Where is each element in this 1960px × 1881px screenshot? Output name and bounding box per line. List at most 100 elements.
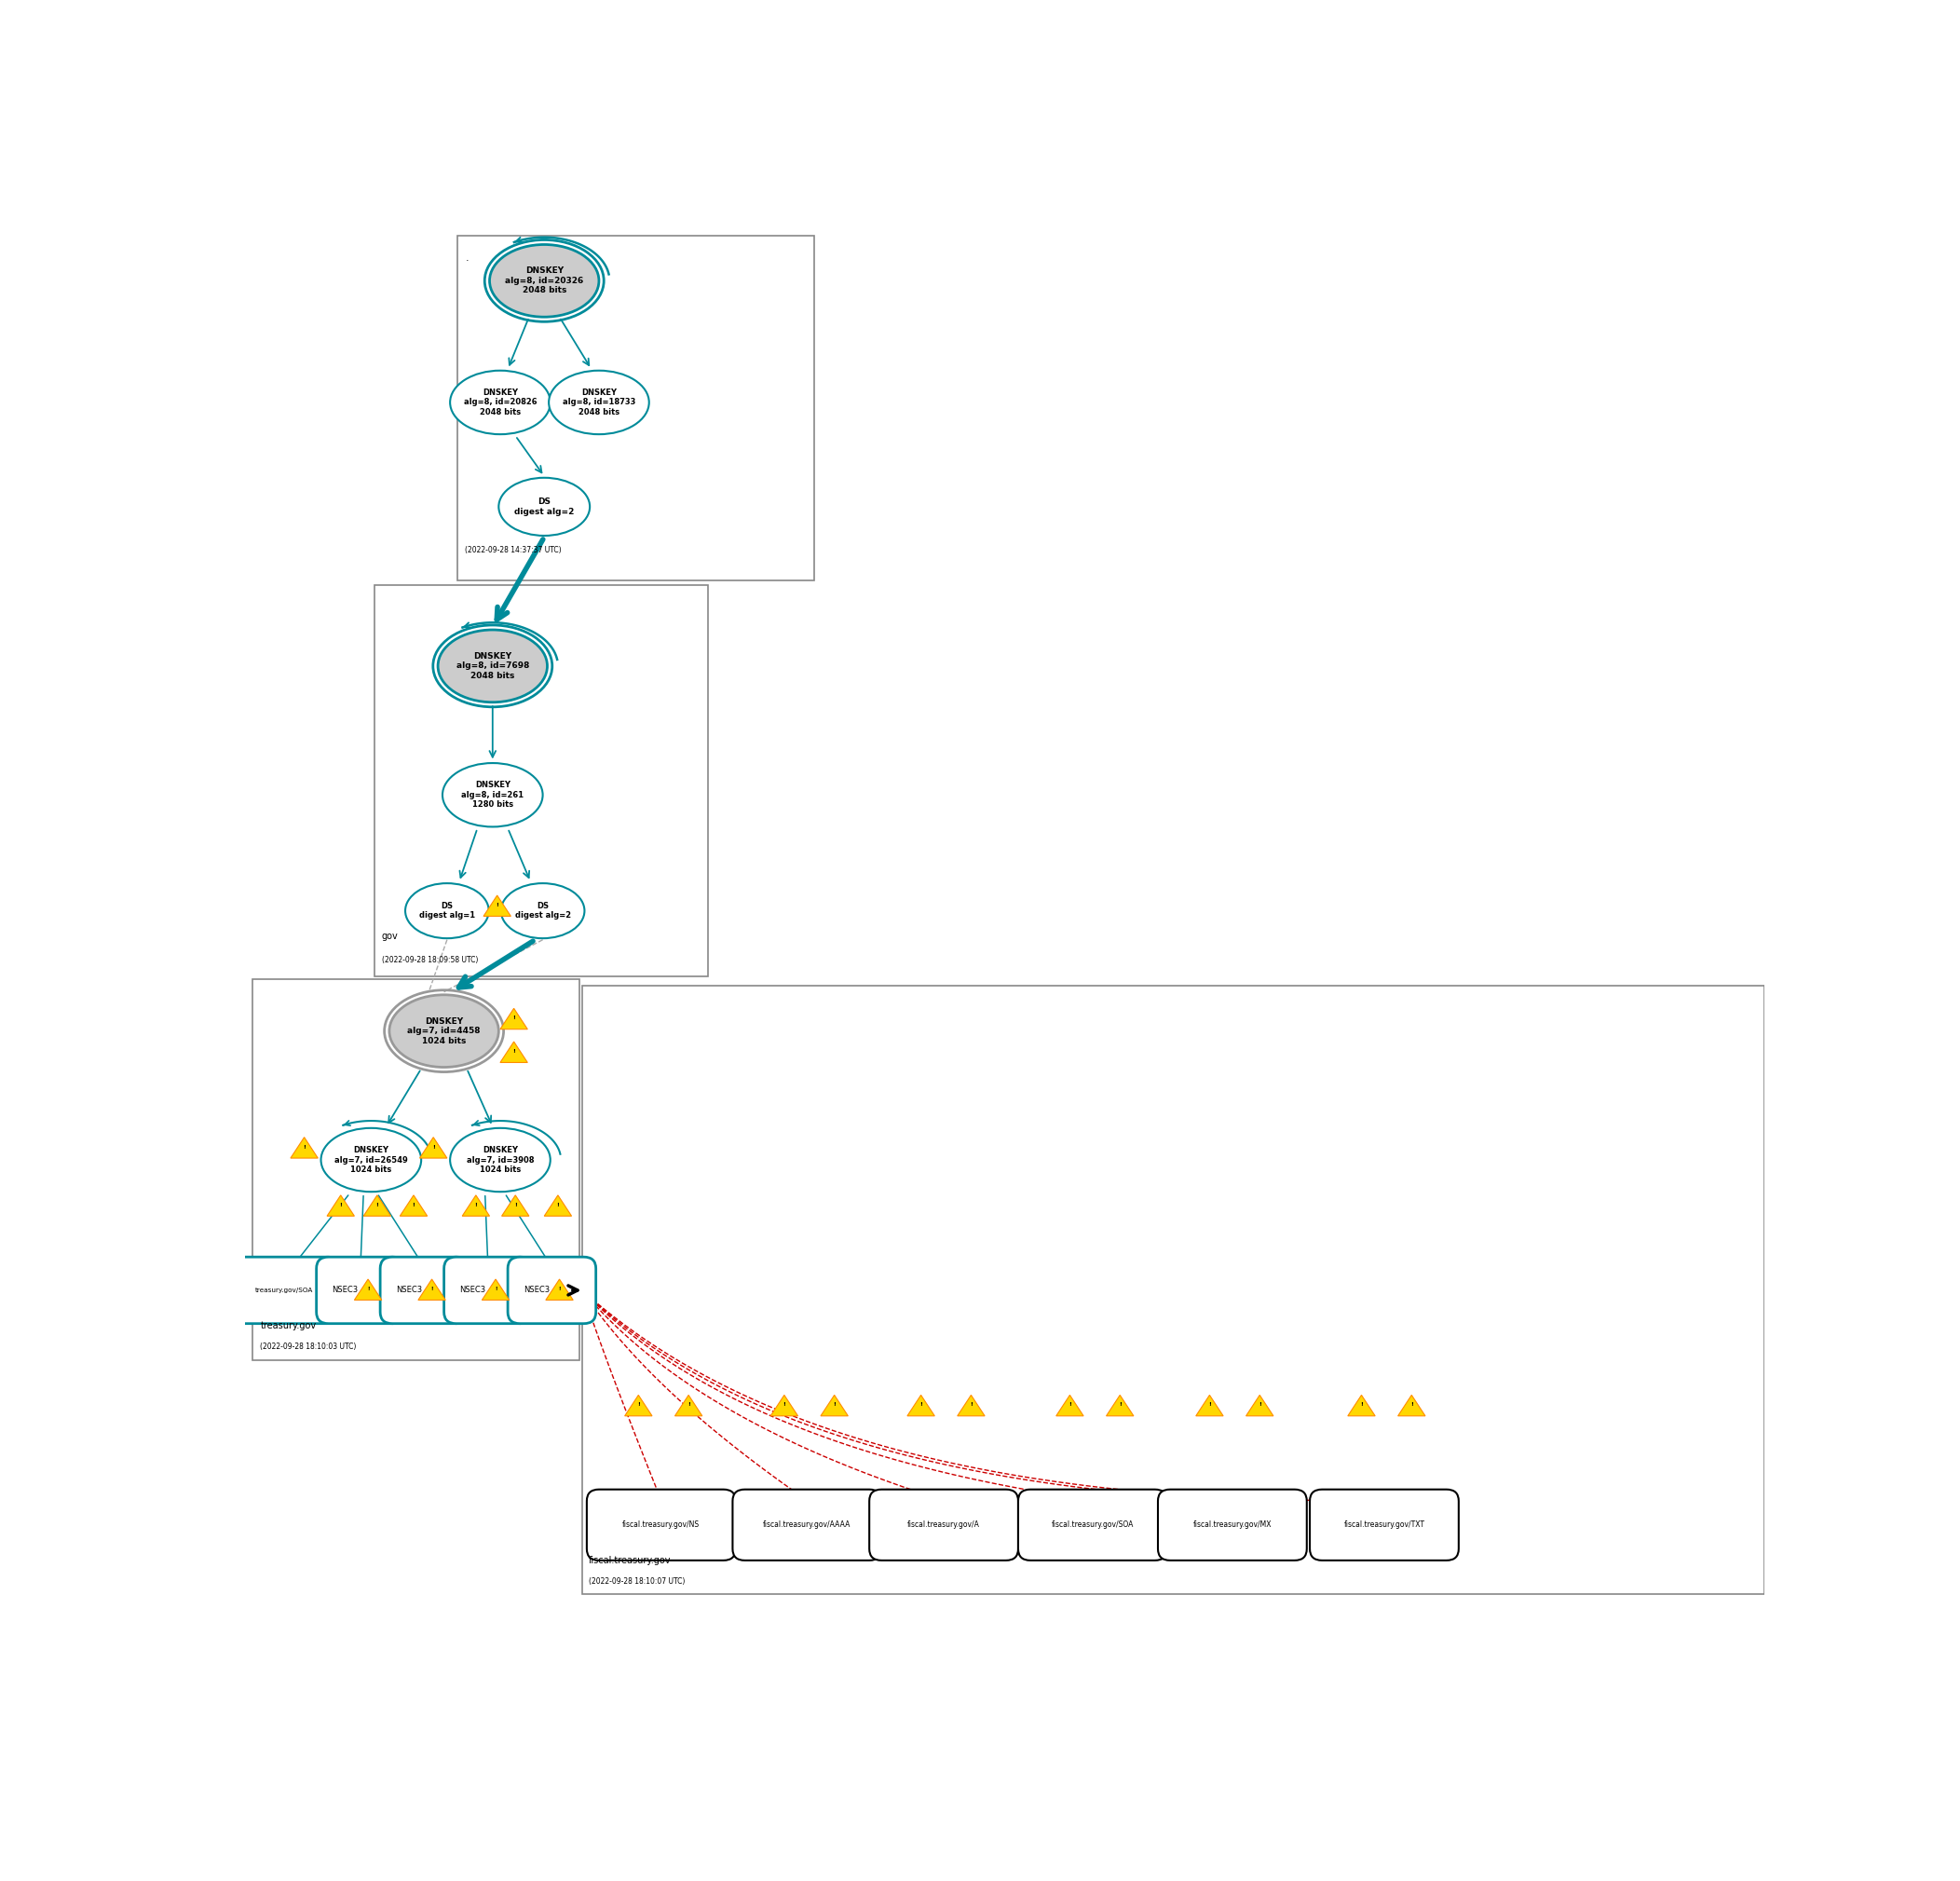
FancyBboxPatch shape bbox=[733, 1490, 882, 1561]
Text: !: ! bbox=[970, 1403, 972, 1407]
FancyBboxPatch shape bbox=[1309, 1490, 1458, 1561]
FancyBboxPatch shape bbox=[1017, 1490, 1166, 1561]
Polygon shape bbox=[770, 1396, 798, 1416]
Text: !: ! bbox=[474, 1202, 476, 1208]
Text: !: ! bbox=[431, 1144, 435, 1149]
Polygon shape bbox=[484, 895, 512, 916]
Text: DS
digest alg=1: DS digest alg=1 bbox=[419, 901, 474, 920]
Text: !: ! bbox=[494, 1287, 496, 1290]
Text: fiscal.treasury.gov/A: fiscal.treasury.gov/A bbox=[907, 1520, 980, 1529]
Polygon shape bbox=[545, 1279, 572, 1300]
Text: fiscal.treasury.gov: fiscal.treasury.gov bbox=[588, 1556, 670, 1565]
Text: !: ! bbox=[1207, 1403, 1211, 1407]
Polygon shape bbox=[956, 1396, 984, 1416]
Ellipse shape bbox=[451, 371, 551, 435]
Text: DNSKEY
alg=8, id=20826
2048 bits: DNSKEY alg=8, id=20826 2048 bits bbox=[465, 389, 537, 416]
Polygon shape bbox=[463, 1194, 490, 1215]
Text: !: ! bbox=[1258, 1403, 1260, 1407]
Text: treasury.gov: treasury.gov bbox=[261, 1322, 316, 1332]
Text: NSEC3: NSEC3 bbox=[396, 1287, 421, 1294]
Ellipse shape bbox=[437, 630, 547, 702]
Polygon shape bbox=[355, 1279, 382, 1300]
Ellipse shape bbox=[321, 1129, 421, 1193]
Ellipse shape bbox=[443, 764, 543, 828]
Text: DS
digest alg=2: DS digest alg=2 bbox=[515, 901, 570, 920]
Polygon shape bbox=[482, 1279, 510, 1300]
FancyBboxPatch shape bbox=[586, 1490, 735, 1561]
Polygon shape bbox=[500, 1042, 527, 1063]
Text: !: ! bbox=[833, 1403, 835, 1407]
Text: DNSKEY
alg=8, id=20326
2048 bits: DNSKEY alg=8, id=20326 2048 bits bbox=[506, 267, 584, 295]
Text: treasury.gov/SOA: treasury.gov/SOA bbox=[255, 1287, 314, 1292]
Text: !: ! bbox=[637, 1403, 639, 1407]
Ellipse shape bbox=[502, 884, 584, 939]
Text: NSEC3: NSEC3 bbox=[331, 1287, 359, 1294]
Text: !: ! bbox=[1411, 1403, 1413, 1407]
Text: DS
digest alg=2: DS digest alg=2 bbox=[514, 498, 574, 515]
Text: !: ! bbox=[512, 1016, 515, 1020]
FancyBboxPatch shape bbox=[380, 1257, 468, 1324]
Text: !: ! bbox=[304, 1144, 306, 1149]
Text: gov: gov bbox=[382, 931, 398, 940]
FancyBboxPatch shape bbox=[870, 1490, 1017, 1561]
Text: !: ! bbox=[1068, 1403, 1072, 1407]
Text: !: ! bbox=[557, 1202, 559, 1208]
Ellipse shape bbox=[451, 1129, 551, 1193]
Text: !: ! bbox=[514, 1202, 517, 1208]
Polygon shape bbox=[674, 1396, 702, 1416]
Text: fiscal.treasury.gov/AAAA: fiscal.treasury.gov/AAAA bbox=[762, 1520, 851, 1529]
Text: DNSKEY
alg=7, id=4458
1024 bits: DNSKEY alg=7, id=4458 1024 bits bbox=[408, 1018, 480, 1044]
Text: !: ! bbox=[496, 903, 498, 907]
Ellipse shape bbox=[549, 371, 649, 435]
Text: fiscal.treasury.gov/SOA: fiscal.treasury.gov/SOA bbox=[1051, 1520, 1133, 1529]
Text: !: ! bbox=[782, 1403, 786, 1407]
Polygon shape bbox=[500, 1008, 527, 1029]
Text: !: ! bbox=[367, 1287, 368, 1290]
Polygon shape bbox=[502, 1194, 529, 1215]
Ellipse shape bbox=[390, 995, 498, 1067]
Polygon shape bbox=[625, 1396, 653, 1416]
Text: DNSKEY
alg=8, id=18733
2048 bits: DNSKEY alg=8, id=18733 2048 bits bbox=[563, 389, 635, 416]
Polygon shape bbox=[907, 1396, 935, 1416]
Text: fiscal.treasury.gov/MX: fiscal.treasury.gov/MX bbox=[1194, 1520, 1272, 1529]
Text: (2022-09-28 18:10:03 UTC): (2022-09-28 18:10:03 UTC) bbox=[261, 1343, 357, 1351]
FancyBboxPatch shape bbox=[445, 1257, 531, 1324]
FancyBboxPatch shape bbox=[508, 1257, 596, 1324]
Polygon shape bbox=[545, 1194, 572, 1215]
FancyBboxPatch shape bbox=[1158, 1490, 1307, 1561]
Text: !: ! bbox=[1119, 1403, 1121, 1407]
Text: NSEC3: NSEC3 bbox=[461, 1287, 486, 1294]
Polygon shape bbox=[1348, 1396, 1376, 1416]
Bar bbox=[459, 235, 815, 581]
Text: .: . bbox=[465, 254, 468, 263]
Bar bbox=[374, 585, 708, 976]
Ellipse shape bbox=[406, 884, 488, 939]
Text: !: ! bbox=[688, 1403, 690, 1407]
Text: NSEC3: NSEC3 bbox=[523, 1287, 549, 1294]
Text: (2022-09-28 18:09:58 UTC): (2022-09-28 18:09:58 UTC) bbox=[382, 956, 478, 965]
Text: !: ! bbox=[559, 1287, 561, 1290]
Polygon shape bbox=[400, 1194, 427, 1215]
FancyBboxPatch shape bbox=[229, 1257, 339, 1324]
Polygon shape bbox=[363, 1194, 390, 1215]
Bar bbox=[253, 978, 580, 1360]
Text: (2022-09-28 14:37:37 UTC): (2022-09-28 14:37:37 UTC) bbox=[465, 545, 563, 555]
Text: DNSKEY
alg=8, id=261
1280 bits: DNSKEY alg=8, id=261 1280 bits bbox=[461, 781, 523, 809]
Polygon shape bbox=[419, 1138, 447, 1159]
Polygon shape bbox=[1247, 1396, 1274, 1416]
Ellipse shape bbox=[490, 245, 600, 318]
Polygon shape bbox=[1397, 1396, 1425, 1416]
Polygon shape bbox=[1196, 1396, 1223, 1416]
Text: !: ! bbox=[919, 1403, 923, 1407]
Polygon shape bbox=[821, 1396, 849, 1416]
Polygon shape bbox=[417, 1279, 445, 1300]
Text: !: ! bbox=[412, 1202, 416, 1208]
Text: fiscal.treasury.gov/NS: fiscal.treasury.gov/NS bbox=[623, 1520, 700, 1529]
Text: DNSKEY
alg=7, id=26549
1024 bits: DNSKEY alg=7, id=26549 1024 bits bbox=[335, 1146, 408, 1174]
Polygon shape bbox=[1056, 1396, 1084, 1416]
Text: (2022-09-28 18:10:07 UTC): (2022-09-28 18:10:07 UTC) bbox=[588, 1578, 684, 1586]
Text: !: ! bbox=[339, 1202, 343, 1208]
Ellipse shape bbox=[498, 478, 590, 536]
Text: DNSKEY
alg=8, id=7698
2048 bits: DNSKEY alg=8, id=7698 2048 bits bbox=[457, 653, 529, 679]
Polygon shape bbox=[1105, 1396, 1133, 1416]
